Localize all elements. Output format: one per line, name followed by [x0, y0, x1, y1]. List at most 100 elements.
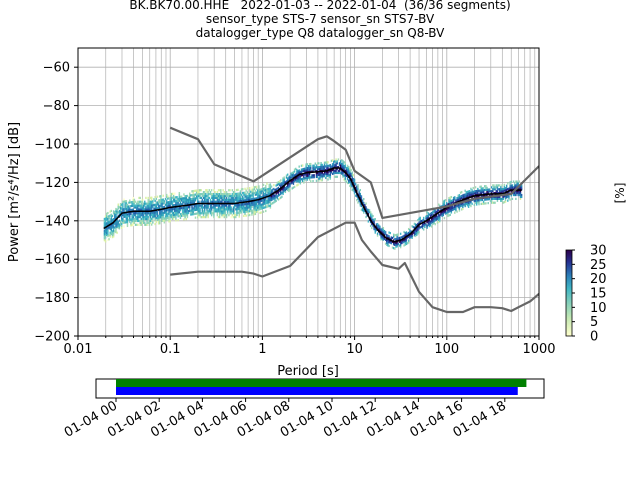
heatmap-cell	[254, 203, 257, 206]
heatmap-cell	[482, 202, 485, 205]
heatmap-cell	[259, 194, 261, 197]
heatmap-cell	[111, 232, 114, 235]
heatmap-cell	[120, 222, 123, 226]
heatmap-cell	[344, 169, 347, 173]
heatmap-cell	[144, 216, 146, 219]
heatmap-cell	[142, 219, 145, 223]
heatmap-cell	[147, 204, 149, 207]
heatmap-cell	[285, 180, 288, 183]
heatmap-cell	[296, 184, 298, 187]
heatmap-cell	[469, 201, 471, 204]
heatmap-cell	[417, 232, 419, 235]
heatmap-cell	[201, 200, 204, 203]
heatmap-cell	[307, 172, 310, 175]
heatmap-cell	[107, 227, 109, 230]
heatmap-cell	[448, 197, 450, 200]
heatmap-cell	[134, 223, 137, 226]
heatmap-cell	[447, 203, 449, 206]
heatmap-cell	[397, 233, 400, 236]
heatmap-cell	[323, 165, 326, 168]
heatmap-cell	[111, 226, 114, 229]
heatmap-cell	[117, 205, 119, 208]
heatmap-cell	[306, 178, 308, 181]
heatmap-cell	[231, 194, 234, 198]
heatmap-cell	[320, 179, 322, 182]
heatmap-cell	[104, 215, 107, 218]
heatmap-cell	[442, 212, 444, 215]
heatmap-cell	[265, 184, 267, 188]
heatmap-cell	[134, 206, 137, 209]
heatmap-cell	[119, 220, 122, 223]
heatmap-cell	[193, 209, 196, 212]
heatmap-cell	[248, 194, 251, 197]
heatmap-cell	[152, 213, 154, 216]
heatmap-cell	[454, 207, 456, 210]
heatmap-cell	[216, 204, 219, 207]
heatmap-cell	[335, 175, 337, 178]
heatmap-cell	[371, 213, 373, 216]
heatmap-cell	[282, 186, 284, 190]
heatmap-cell	[258, 192, 260, 196]
heatmap-cell	[356, 185, 358, 188]
heatmap-cell	[321, 179, 323, 182]
heatmap-cell	[367, 212, 370, 215]
heatmap-cell	[169, 204, 171, 207]
heatmap-cell	[198, 194, 200, 198]
heatmap-cell	[501, 199, 503, 202]
heatmap-cell	[154, 217, 156, 220]
heatmap-cell	[504, 194, 507, 198]
heatmap-cell	[222, 204, 224, 207]
heatmap-cell	[197, 212, 199, 215]
heatmap-cell	[109, 225, 111, 229]
heatmap-cell	[194, 197, 197, 200]
heatmap-cell	[452, 198, 455, 201]
heatmap-cell	[314, 166, 317, 169]
heatmap-cell	[339, 164, 342, 167]
heatmap-cell	[345, 180, 348, 183]
heatmap-cell	[326, 172, 328, 176]
heatmap-cell	[111, 235, 114, 239]
heatmap-cell	[184, 214, 186, 217]
heatmap-cell	[139, 212, 141, 215]
heatmap-cell	[162, 202, 164, 205]
heatmap-cell	[299, 174, 302, 177]
heatmap-cell	[259, 196, 261, 199]
heatmap-cell	[154, 219, 156, 222]
heatmap-cell	[285, 174, 288, 177]
heatmap-cell	[333, 164, 335, 167]
heatmap-cell	[193, 195, 196, 198]
heatmap-cell	[299, 182, 302, 185]
heatmap-cell	[174, 215, 176, 218]
heatmap-cell	[224, 194, 227, 198]
heatmap-cell	[464, 189, 466, 192]
heatmap-cell	[286, 179, 289, 182]
heatmap-cell	[379, 225, 381, 228]
heatmap-cell	[494, 192, 496, 195]
heatmap-cell	[247, 206, 250, 209]
heatmap-cell	[281, 187, 283, 191]
heatmap-cell	[210, 208, 213, 211]
heatmap-cell	[334, 171, 336, 175]
heatmap-cell	[288, 176, 290, 179]
heatmap-cell	[326, 174, 328, 178]
heatmap-cell	[444, 210, 447, 213]
heatmap-cell	[162, 213, 164, 217]
heatmap-cell	[198, 192, 200, 196]
heatmap-cell	[265, 204, 267, 207]
heatmap-cell	[350, 168, 352, 172]
noise-model-low	[170, 221, 539, 314]
heatmap-cell	[104, 240, 107, 243]
heatmap-cell	[374, 217, 376, 221]
heatmap-cell	[239, 209, 242, 212]
heatmap-cell	[198, 200, 200, 203]
heatmap-cell	[480, 195, 483, 198]
heatmap-cell	[379, 227, 381, 230]
heatmap-cell	[250, 206, 252, 209]
heatmap-cell	[271, 190, 274, 193]
heatmap-cell	[412, 225, 415, 229]
heatmap-cell	[230, 210, 232, 213]
heatmap-cell	[242, 195, 244, 198]
heatmap-cell	[170, 194, 172, 198]
heatmap-cell	[520, 193, 523, 197]
heatmap-cell	[202, 216, 205, 219]
